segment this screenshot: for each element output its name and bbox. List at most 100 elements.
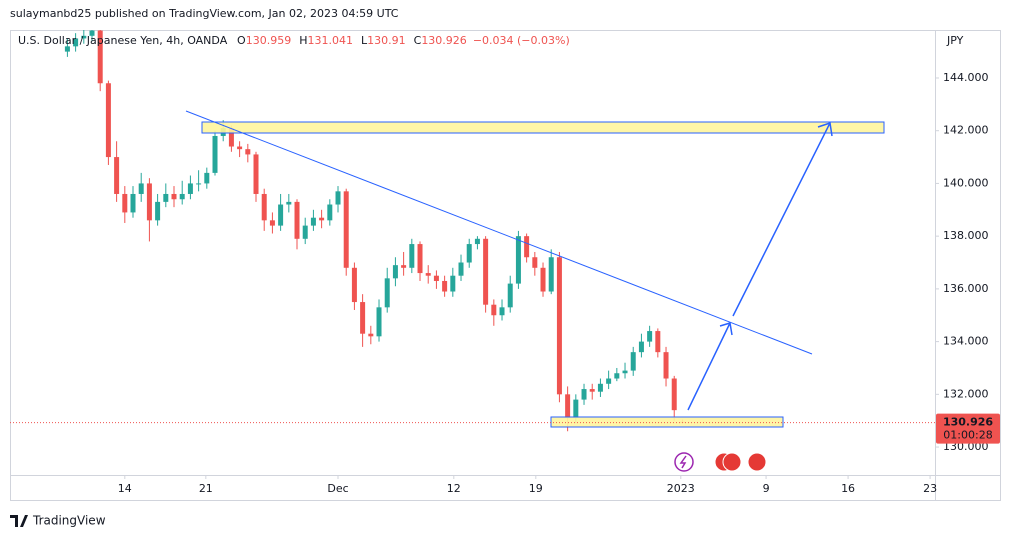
brand-logo <box>10 515 28 527</box>
candle-body <box>589 389 595 392</box>
candle-body <box>253 154 259 194</box>
candle-body <box>474 238 480 245</box>
resistance-zone <box>201 121 885 134</box>
candle-body <box>483 238 489 305</box>
candle-body <box>384 278 390 308</box>
candle-body <box>130 193 136 213</box>
candle-body <box>351 267 357 303</box>
candle-body <box>515 236 521 284</box>
candle-body <box>401 265 407 268</box>
event-icons <box>674 452 767 472</box>
candles <box>64 30 685 432</box>
ohlc-value: 131.041 <box>307 34 353 47</box>
candle-body <box>581 389 587 400</box>
candle-body <box>540 267 546 292</box>
y-tick-label: 132.000 <box>943 387 989 400</box>
ohlc-value: 130.91 <box>367 34 406 47</box>
candle-body <box>204 172 210 184</box>
candle-body <box>368 333 374 337</box>
candle-body <box>638 341 644 353</box>
candle-body <box>278 204 284 226</box>
candle-body <box>425 273 431 276</box>
ohlc-value: 130.959 <box>246 34 292 47</box>
y-tick-label: 144.000 <box>943 71 989 84</box>
candle-body <box>114 157 120 194</box>
x-tick-label: 9 <box>763 482 770 495</box>
event-icon <box>747 452 767 472</box>
ohlc-value: 130.926 <box>421 34 467 47</box>
candle-body <box>81 35 87 39</box>
candle-body <box>442 280 448 292</box>
candle-body <box>319 217 325 221</box>
last-price-tag <box>936 413 1000 444</box>
candle-body <box>286 201 292 205</box>
candle-body <box>491 304 497 316</box>
drawings <box>185 110 885 428</box>
event-icon <box>674 452 694 472</box>
candle-body <box>606 378 612 384</box>
brand: TradingView <box>10 514 106 528</box>
y-tick-label: 136.000 <box>943 282 989 295</box>
event-icon <box>722 452 742 472</box>
x-tick-label: 19 <box>529 482 543 495</box>
candle-body <box>614 373 620 379</box>
candle-body <box>622 370 628 374</box>
x-tick-label: 16 <box>841 482 855 495</box>
ohlc-label: L <box>361 34 368 47</box>
candle-body <box>450 275 456 292</box>
candle-body <box>179 193 185 200</box>
candle-body <box>458 262 464 276</box>
candle-body <box>548 257 554 292</box>
support-zone <box>550 416 784 428</box>
candle-body <box>138 183 144 194</box>
candle-body <box>392 265 398 279</box>
candle-body <box>565 394 571 419</box>
candle-body <box>196 183 202 185</box>
y-tick-label: 140.000 <box>943 176 989 189</box>
candle-body <box>376 307 382 337</box>
candle-body <box>228 128 234 147</box>
candle-body <box>433 275 439 281</box>
candle-body <box>73 38 79 47</box>
candle-body <box>187 183 193 194</box>
brand-name: TradingView <box>32 514 106 528</box>
symbol-title: U.S. Dollar / Japanese Yen, 4h, OANDA <box>18 34 228 47</box>
y-axis-label: JPY <box>946 34 964 47</box>
x-tick-label: 23 <box>923 482 937 495</box>
y-tick-label: 138.000 <box>943 229 989 242</box>
candle-body <box>245 149 251 155</box>
x-tick-label: 12 <box>447 482 461 495</box>
candle-body <box>597 383 603 392</box>
candle-body <box>524 236 530 258</box>
arrow <box>732 122 833 317</box>
candle-body <box>327 204 333 221</box>
candle-body <box>64 46 70 52</box>
x-tick-label: Dec <box>327 482 348 495</box>
frame <box>10 30 1001 501</box>
candle-body <box>163 193 169 202</box>
ohlc-label: H <box>299 34 307 47</box>
x-tick-label: 21 <box>199 482 213 495</box>
candle-body <box>630 352 636 371</box>
candle-body <box>409 244 415 268</box>
candle-body <box>310 217 316 226</box>
y-tick-label: 142.000 <box>943 124 989 137</box>
ohlc-label: O <box>237 34 246 47</box>
candle-body <box>269 220 275 226</box>
arrow <box>687 322 733 411</box>
candle-body <box>360 302 366 334</box>
candle-body <box>89 30 95 36</box>
published-line: sulaymanbd25 published on TradingView.co… <box>10 7 399 20</box>
candle-body <box>671 378 677 411</box>
candle-body <box>417 244 423 274</box>
candle-body <box>573 399 579 419</box>
trend-line <box>185 110 813 355</box>
candle-body <box>556 257 562 395</box>
candle-body <box>499 307 505 316</box>
candle-body <box>663 352 669 379</box>
candle-body <box>146 183 152 221</box>
candle-body <box>261 193 267 221</box>
candle-body <box>335 191 341 205</box>
last-price-label: 130.926 <box>943 416 993 429</box>
